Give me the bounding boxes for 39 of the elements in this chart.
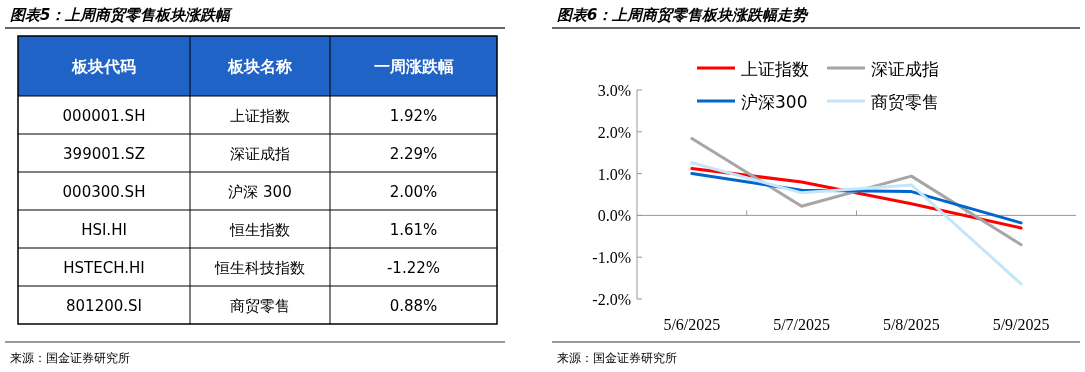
text: -1.22% — [386, 259, 441, 277]
text: 一周涨跌幅 — [373, 57, 454, 76]
legend-label: 商贸零售 — [871, 92, 939, 112]
text: 2.29% — [389, 145, 438, 163]
x-tick-label: 5/6/2025 — [663, 316, 721, 333]
chart-title: 图表6：上周商贸零售板块涨跌幅走势 — [557, 6, 810, 24]
text: HSI.HI — [81, 221, 127, 239]
text: 商贸零售 — [230, 297, 290, 315]
text: 恒生科技指数 — [214, 259, 305, 277]
text: 深证成指 — [230, 145, 290, 163]
text: 恒生指数 — [229, 221, 290, 239]
text: 板块名称 — [227, 57, 292, 76]
text: 801200.SI — [66, 297, 142, 315]
text: 1.92% — [389, 107, 438, 125]
x-tick-label: 5/7/2025 — [773, 316, 831, 333]
source-note: 来源：国金证券研究所 — [557, 351, 677, 365]
y-tick-label: 2.0% — [597, 123, 631, 141]
legend-label: 沪深300 — [741, 92, 808, 112]
y-tick-label: 3.0% — [597, 82, 631, 99]
text: 2.00% — [389, 183, 438, 201]
text: 000300.SH — [62, 183, 146, 201]
y-tick-label: 1.0% — [597, 165, 631, 183]
x-tick-label: 5/8/2025 — [882, 316, 940, 333]
x-tick-label: 5/9/2025 — [992, 316, 1050, 333]
text: 沪深 300 — [228, 183, 292, 201]
source-note: 来源：国金证券研究所 — [10, 351, 130, 365]
text: 1.61% — [389, 221, 438, 239]
y-tick-label: 0.0% — [597, 207, 631, 225]
legend-label: 上证指数 — [741, 59, 809, 79]
text: HSTECH.HI — [63, 259, 145, 277]
text: 0.88% — [389, 297, 438, 315]
text: 图表5：上周商贸零售板块涨跌幅 — [10, 6, 234, 24]
text: 399001.SZ — [63, 145, 145, 163]
y-tick-label: -2.0% — [592, 291, 631, 308]
y-tick-label: -1.0% — [592, 249, 631, 267]
legend-label: 深证成指 — [871, 59, 939, 79]
text: 上证指数 — [230, 107, 290, 125]
text: 000001.SH — [62, 107, 146, 125]
text: 板块代码 — [71, 57, 136, 76]
